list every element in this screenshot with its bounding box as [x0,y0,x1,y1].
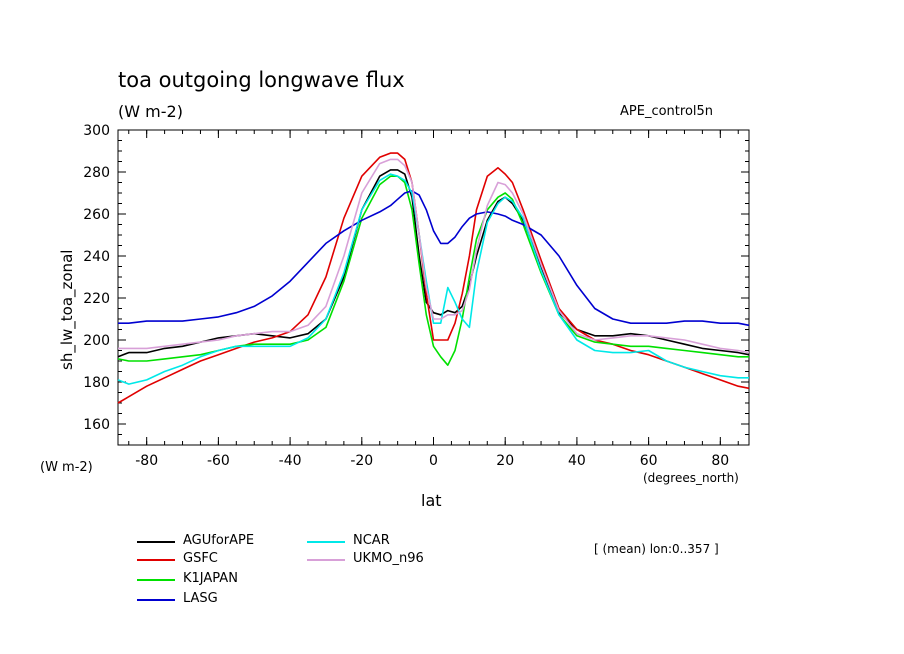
legend-label: UKMO_n96 [353,551,424,566]
series-line-aguforape [117,169,750,358]
chart-units: (W m-2) [118,102,183,121]
legend-swatch [137,579,175,581]
legend-label: K1JAPAN [183,571,238,586]
run-label: APE_control5n [620,104,714,119]
plot-frame [117,129,750,446]
series-line-ukmo-n96 [118,158,750,354]
y-tick-label: 280 [83,165,110,181]
y-tick-label: 220 [83,291,110,307]
legend-label: GSFC [183,551,218,566]
legend-swatch [137,599,175,601]
x-tick-label: 80 [711,453,729,469]
series-line-lasg [118,190,750,327]
legend-swatch [137,541,175,543]
series-line-gsfc [117,152,750,404]
y-tick-label: 160 [83,417,110,433]
chart-title: toa outgoing longwave flux [118,68,405,92]
legend-label: NCAR [353,533,390,548]
y-tick-label: 240 [83,249,110,265]
x-axis-units: (degrees_north) [643,471,739,485]
x-tick-label: 60 [640,453,658,469]
x-tick-label: -80 [135,453,158,469]
x-tick-label: 20 [496,453,514,469]
x-tick-label: -20 [350,453,373,469]
legend-swatch [307,559,345,561]
y-tick-label: 200 [83,333,110,349]
y-axis-units: (W m-2) [40,460,93,475]
x-tick-label: -40 [279,453,302,469]
legend-swatch [307,541,345,543]
y-tick-label: 300 [83,123,110,139]
y-tick-label: 260 [83,207,110,223]
legend-label: LASG [183,591,218,606]
legend-label: AGUforAPE [183,533,255,548]
y-tick-label: 180 [83,375,110,391]
x-tick-label: 40 [568,453,586,469]
x-tick-label: -60 [207,453,230,469]
mean-annotation: [ (mean) lon:0..357 ] [594,542,719,556]
series-line-ncar [117,173,749,385]
legend-swatch [137,559,175,561]
x-tick-label: 0 [429,453,438,469]
series-line-k1japan [117,175,749,367]
x-axis-label: lat [421,491,442,510]
